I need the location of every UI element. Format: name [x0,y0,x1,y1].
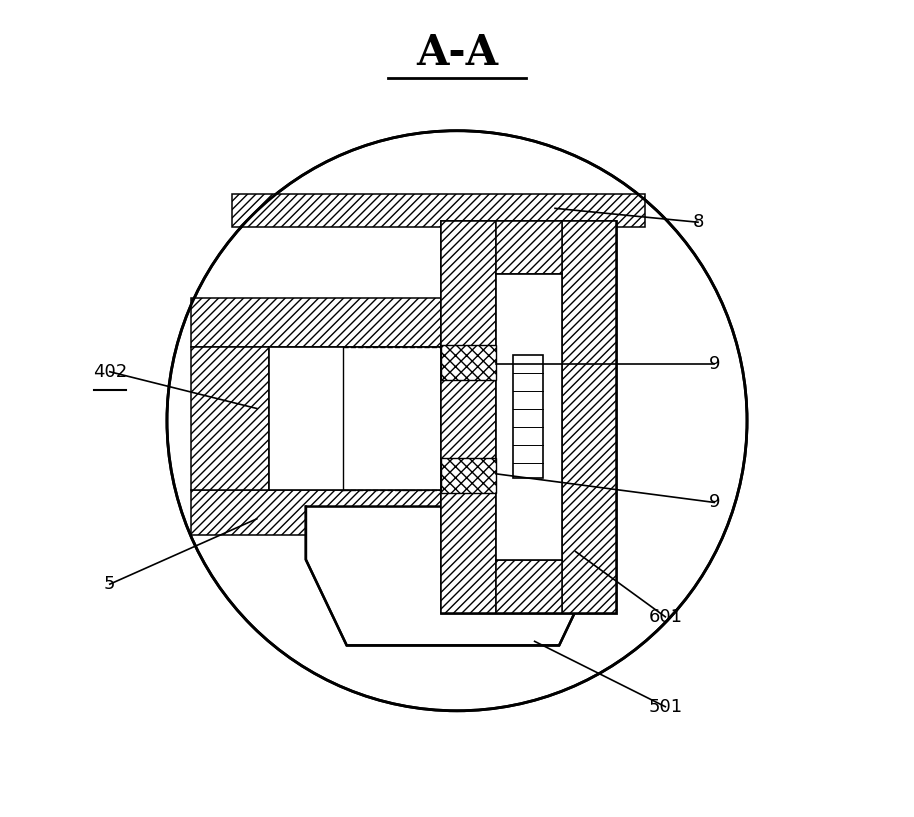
Polygon shape [496,221,561,274]
Text: 5: 5 [104,575,115,593]
Circle shape [167,131,747,711]
Polygon shape [496,274,561,560]
Text: A-A: A-A [416,32,498,74]
Polygon shape [513,355,543,478]
Polygon shape [191,347,269,490]
Polygon shape [441,345,496,380]
Polygon shape [441,221,496,613]
Polygon shape [269,347,441,490]
Text: 9: 9 [708,355,720,373]
Polygon shape [232,194,645,227]
Text: 601: 601 [648,608,683,626]
Polygon shape [561,221,616,613]
Polygon shape [191,490,441,535]
Polygon shape [191,298,441,347]
Text: 8: 8 [692,213,704,231]
Polygon shape [441,458,496,493]
Polygon shape [496,560,561,613]
Polygon shape [441,221,616,613]
Text: 9: 9 [708,493,720,511]
Polygon shape [306,507,600,645]
Text: 501: 501 [648,698,683,716]
Text: 402: 402 [92,363,127,381]
